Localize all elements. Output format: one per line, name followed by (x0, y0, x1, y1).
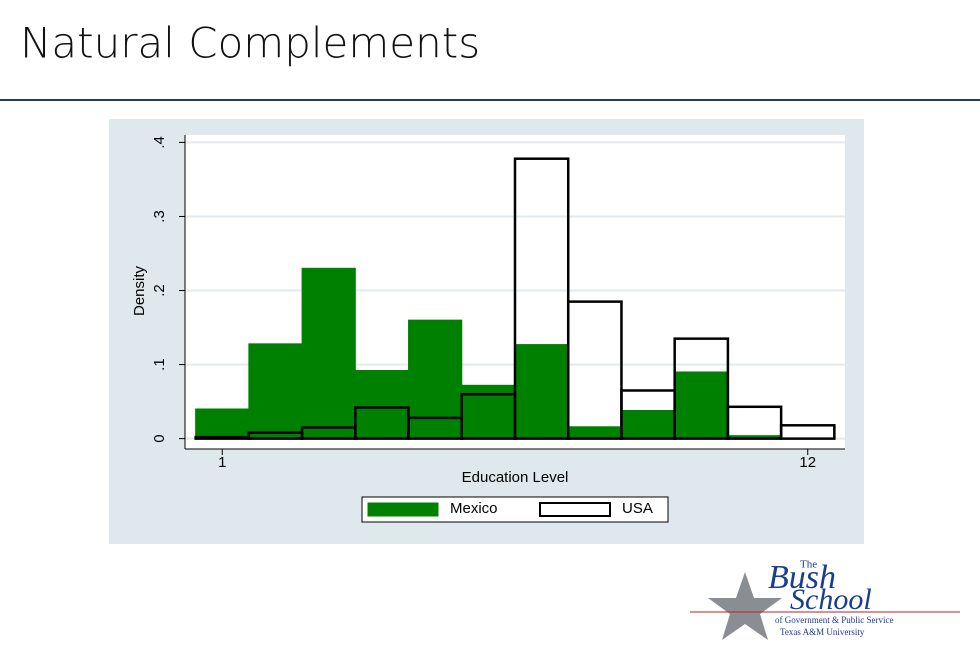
logo-school: School (790, 583, 872, 616)
bar (779, 424, 836, 440)
logo-line1: of Government & Public Service (775, 615, 893, 625)
bar (726, 405, 783, 440)
bar (674, 371, 729, 440)
legend-swatch (539, 502, 611, 517)
y-tick-label: .3 (151, 210, 168, 223)
legend-label: USA (622, 500, 653, 517)
logo-line2: Texas A&M University (780, 627, 865, 637)
y-axis-label: Density (131, 265, 148, 316)
x-tick-label: 1 (218, 454, 226, 471)
bar (195, 408, 250, 440)
bar (513, 157, 570, 440)
logo-the: The (800, 559, 817, 571)
y-tick-label: .4 (151, 136, 168, 149)
y-tick-label: .1 (151, 358, 168, 371)
legend-swatch (367, 502, 439, 517)
bar (673, 337, 730, 440)
bar (301, 267, 356, 440)
y-tick-label: 0 (151, 434, 168, 442)
logo-star (708, 572, 782, 640)
bar (408, 319, 463, 440)
chart: 0 .1 .2 .3 .4 1 12 Education Level Density Mexico… (131, 135, 845, 523)
logo-bush: Bush (768, 559, 836, 596)
x-tick-label: 12 (799, 454, 816, 471)
y-tick-label: .2 (151, 284, 168, 297)
x-axis-label: Education Level (462, 469, 569, 486)
bar (248, 343, 303, 440)
bar (354, 370, 410, 440)
bar (194, 435, 251, 440)
bar (567, 426, 622, 440)
legend-label: Mexico (450, 500, 498, 517)
bar (566, 300, 623, 440)
bar (620, 409, 676, 440)
logo: The Bush School of Government & Public S… (690, 559, 960, 640)
slide-title: Natural Complements (20, 19, 480, 68)
bar (514, 344, 569, 440)
